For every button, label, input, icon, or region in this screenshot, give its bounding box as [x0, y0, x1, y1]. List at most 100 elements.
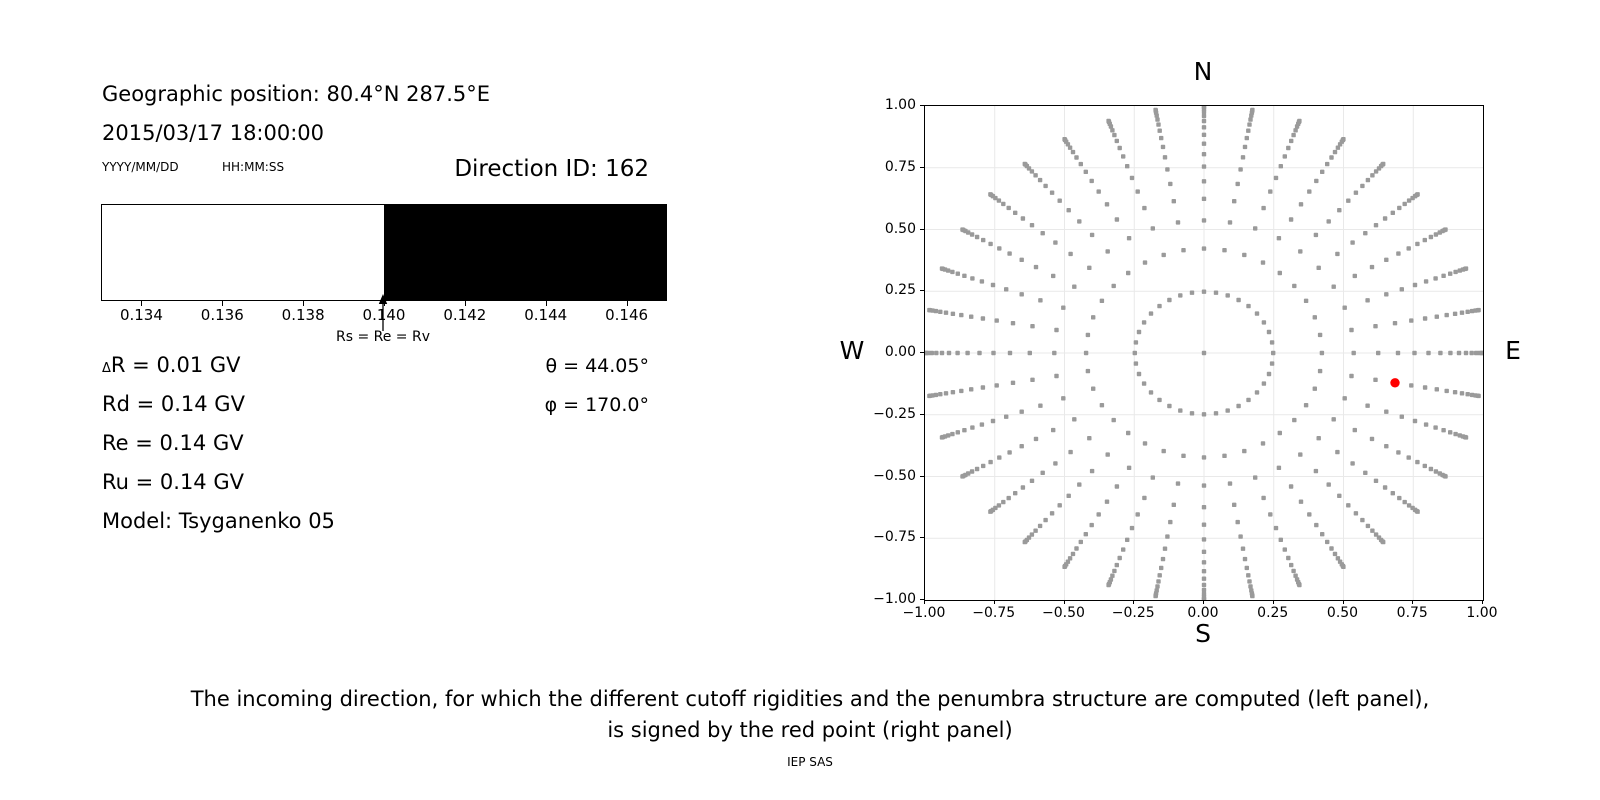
direction-dot — [1350, 240, 1355, 245]
direction-dot — [994, 383, 999, 388]
direction-dot — [1396, 450, 1401, 455]
direction-dot — [1352, 427, 1357, 433]
direction-dot — [1254, 311, 1260, 316]
direction-dot — [1395, 350, 1401, 356]
direction-dot — [1406, 198, 1412, 203]
param-re: Re = 0.14 GV — [102, 431, 244, 455]
direction-dot — [1104, 499, 1110, 504]
direction-dot — [1161, 448, 1166, 454]
model-label: Model: Tsyganenko 05 — [102, 509, 335, 533]
direction-dot — [955, 430, 960, 435]
direction-dot — [1201, 569, 1207, 574]
direction-dot — [1247, 122, 1252, 127]
cutoff-arrow-icon — [378, 294, 388, 331]
direction-dot — [1381, 539, 1386, 545]
direction-dot — [1341, 564, 1346, 569]
direction-dot — [1412, 282, 1418, 288]
direction-dot — [1298, 452, 1303, 457]
direction-dot — [1089, 522, 1094, 528]
direction-dot — [1225, 293, 1230, 298]
direction-dot — [1150, 226, 1155, 231]
direction-dot — [1114, 217, 1120, 222]
direction-dot — [1235, 519, 1240, 525]
direction-dot — [943, 310, 949, 315]
direction-dot — [1072, 417, 1077, 422]
direction-dot — [1277, 430, 1282, 436]
penumbra-tick-label: 0.144 — [524, 306, 568, 324]
y-tick-label: 0.75 — [884, 158, 916, 175]
direction-dot — [981, 463, 986, 469]
direction-dot — [1030, 377, 1035, 382]
direction-dot — [1027, 350, 1032, 356]
direction-dot — [1476, 307, 1481, 313]
direction-dot — [1384, 292, 1389, 297]
direction-dot — [1444, 312, 1449, 318]
direction-dot — [1099, 298, 1105, 303]
direction-dot — [1433, 425, 1438, 430]
direction-dot — [969, 469, 975, 474]
direction-dot — [1141, 320, 1147, 325]
direction-dot — [991, 350, 996, 356]
direction-dot — [1422, 237, 1427, 243]
direction-dot — [1293, 573, 1298, 578]
direction-dot — [997, 455, 1002, 460]
direction-dot — [1201, 505, 1207, 510]
direction-dot — [1335, 556, 1341, 561]
direction-dot — [1053, 240, 1058, 245]
x-tick-mark — [1063, 600, 1065, 604]
direction-dot — [1136, 329, 1142, 335]
direction-dot — [1106, 118, 1111, 124]
direction-dot — [1331, 417, 1336, 422]
direction-dot — [1276, 236, 1282, 241]
direction-dot — [1019, 444, 1024, 449]
direction-dot — [969, 314, 974, 319]
penumbra-tick-mark — [141, 301, 143, 306]
direction-dot — [969, 232, 975, 237]
direction-dot — [1006, 495, 1011, 501]
x-tick-label: 0.50 — [1326, 605, 1359, 621]
direction-dot — [1070, 551, 1076, 557]
direction-dot — [1020, 485, 1026, 490]
direction-dot — [1238, 534, 1243, 539]
direction-dot — [1352, 273, 1357, 279]
direction-dot — [1213, 411, 1219, 416]
y-tick-mark — [920, 413, 924, 415]
direction-dot — [1326, 219, 1331, 224]
direction-dot — [1448, 271, 1453, 276]
direction-dot — [1312, 386, 1317, 391]
direction-dot — [1074, 546, 1079, 551]
direction-dot — [1246, 128, 1251, 133]
direction-dot — [1049, 190, 1055, 195]
direction-dot — [1278, 537, 1283, 542]
direction-dot — [1106, 582, 1111, 588]
direction-dot — [1422, 316, 1428, 321]
x-tick-label: 0.00 — [1187, 605, 1219, 621]
compass-west-label: W — [839, 336, 865, 365]
direction-dot — [1337, 493, 1342, 498]
direction-dot — [1303, 298, 1309, 303]
direction-dot — [1271, 350, 1276, 356]
direction-dot — [1201, 582, 1207, 588]
direction-dot — [1135, 512, 1140, 517]
direction-dot — [1121, 547, 1126, 552]
direction-dot — [1240, 546, 1246, 551]
direction-dot — [1412, 350, 1417, 356]
direction-dot — [1111, 283, 1116, 289]
direction-dot — [1273, 525, 1279, 531]
direction-dot — [1341, 137, 1346, 142]
direction-dot — [1452, 390, 1458, 395]
direction-dot — [1269, 340, 1275, 345]
direction-dot — [1201, 152, 1207, 157]
direction-dot — [1246, 397, 1251, 403]
direction-dot — [1376, 350, 1381, 356]
direction-dot — [1242, 144, 1248, 150]
direction-dot — [1329, 155, 1334, 160]
direction-dot — [1277, 270, 1282, 276]
direction-dot — [1085, 332, 1091, 338]
direction-dot — [1038, 298, 1043, 303]
direction-dot — [1474, 350, 1479, 356]
direction-dot — [1160, 144, 1166, 150]
date-format-label: YYYY/MM/DD — [102, 160, 179, 174]
direction-dot — [1171, 502, 1176, 507]
direction-dot — [1053, 461, 1058, 466]
